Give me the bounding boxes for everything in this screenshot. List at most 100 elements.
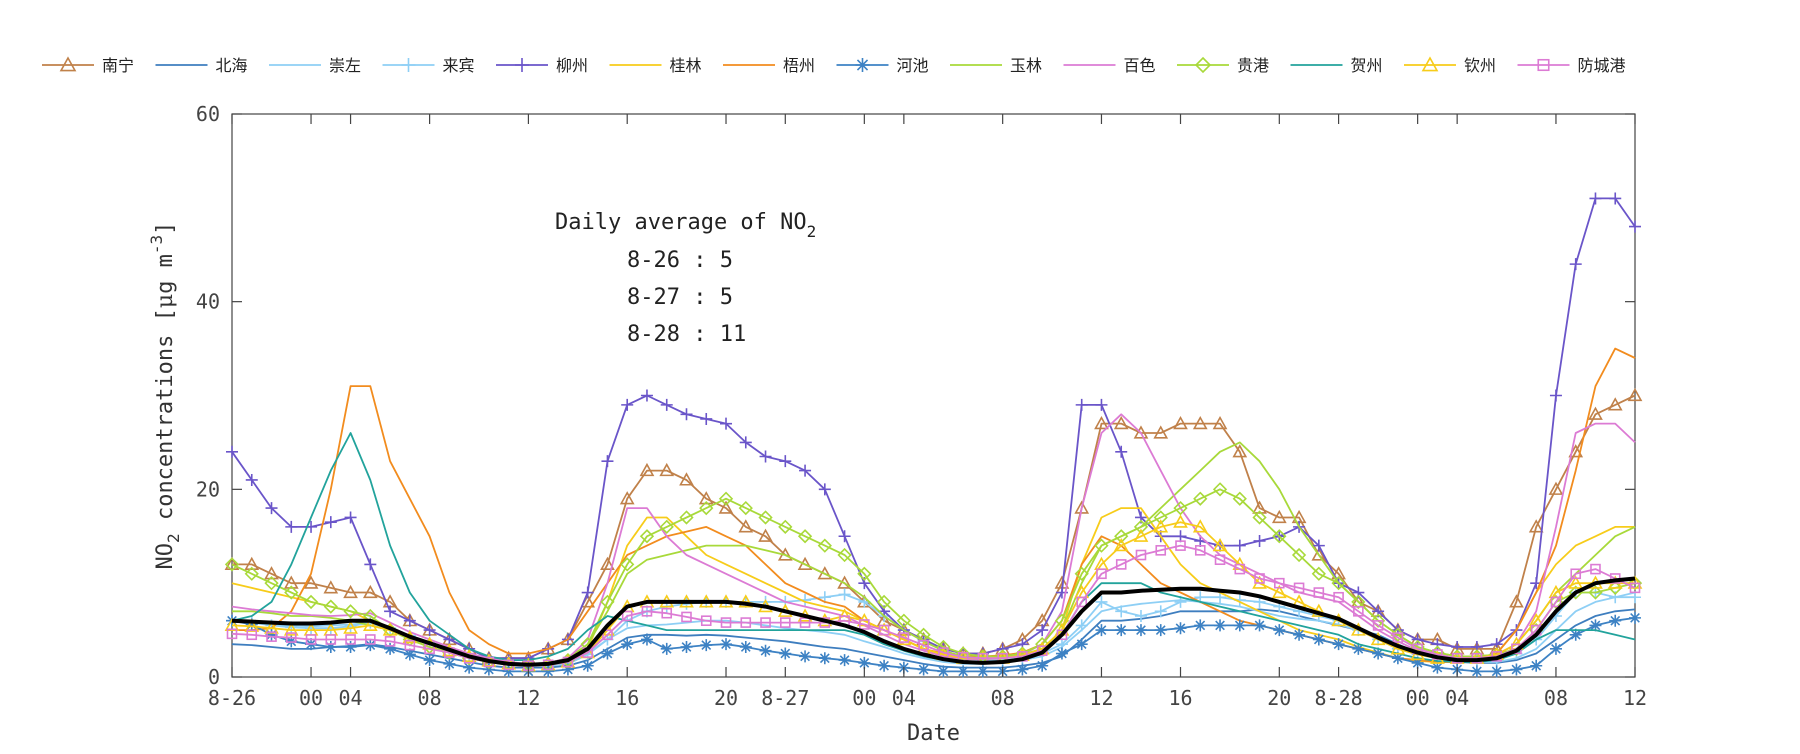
data-point <box>937 665 950 678</box>
data-point <box>443 657 456 670</box>
data-point <box>266 631 277 642</box>
data-point <box>659 462 675 477</box>
data-point <box>1232 491 1247 506</box>
data-point <box>1254 573 1265 584</box>
data-point <box>561 663 574 676</box>
data-point <box>323 599 338 614</box>
data-point <box>1194 545 1206 556</box>
legend-label: 贵港 <box>1237 56 1269 75</box>
data-point <box>463 661 476 674</box>
data-point <box>640 633 653 646</box>
data-point <box>581 586 594 599</box>
legend-marker <box>1194 56 1212 74</box>
data-point <box>403 614 416 627</box>
data-point <box>1173 416 1188 430</box>
data-point <box>362 584 378 599</box>
data-point <box>957 665 970 678</box>
data-point <box>1173 500 1188 516</box>
legend-item: 崇左 <box>269 56 361 75</box>
data-point <box>700 615 712 627</box>
data-point <box>1629 591 1641 604</box>
data-point <box>600 594 615 610</box>
data-point <box>1192 416 1208 430</box>
data-point <box>1252 510 1267 525</box>
data-point <box>1115 445 1128 458</box>
data-point <box>1096 568 1107 580</box>
data-point <box>1490 665 1503 678</box>
legend-label: 柳州 <box>556 56 588 75</box>
data-point <box>224 557 240 572</box>
data-point <box>324 516 337 529</box>
data-point <box>1272 529 1287 544</box>
data-point <box>1115 559 1127 570</box>
data-point <box>878 659 891 672</box>
data-point <box>838 530 851 543</box>
legend-marker <box>855 58 870 72</box>
data-point <box>224 617 240 631</box>
annotation-line: 8-26 : 5 <box>627 248 733 273</box>
x-tick-label: 08 <box>418 686 442 710</box>
data-point <box>659 519 674 534</box>
data-point <box>482 663 495 676</box>
data-point <box>1588 585 1603 600</box>
y-tick-label: 40 <box>196 290 220 314</box>
data-point <box>305 634 317 645</box>
data-point <box>718 500 734 514</box>
series-line <box>231 488 1636 666</box>
data-point <box>1252 500 1267 514</box>
data-point <box>1095 624 1108 637</box>
series-line <box>232 394 1636 660</box>
data-point <box>1411 633 1424 646</box>
x-tick-label: 08 <box>991 686 1015 710</box>
data-point <box>1134 624 1147 637</box>
data-point <box>502 665 515 678</box>
data-point <box>738 519 754 533</box>
data-point <box>740 617 752 628</box>
x-tick-label: 20 <box>1267 686 1291 710</box>
data-point <box>1075 398 1088 411</box>
data-point <box>876 594 892 610</box>
data-point <box>1589 619 1602 632</box>
series-贺州 <box>231 432 1636 663</box>
data-point <box>343 584 358 599</box>
x-tick-label: 16 <box>1168 686 1192 710</box>
series-line <box>231 413 1636 665</box>
x-tick-label: 12 <box>1623 686 1647 710</box>
x-tick-label: 00 <box>852 686 876 710</box>
data-point <box>264 566 279 580</box>
data-point <box>739 640 752 653</box>
data-point <box>364 558 377 571</box>
data-point <box>859 619 870 630</box>
series-柳州 <box>226 192 1641 665</box>
data-point <box>619 491 635 505</box>
series-梧州 <box>232 347 1636 663</box>
legend-label: 崇左 <box>329 56 361 75</box>
data-point <box>224 556 240 571</box>
data-point <box>344 511 357 524</box>
data-point <box>423 654 436 667</box>
data-point <box>1548 481 1564 495</box>
legend-item: 玉林 <box>950 56 1042 75</box>
legend-label: 梧州 <box>783 56 815 75</box>
data-point <box>1370 613 1386 628</box>
legend-item: 柳州 <box>496 56 588 75</box>
data-point <box>365 634 376 645</box>
data-point <box>918 639 929 651</box>
data-point <box>1629 220 1641 233</box>
series-南宁 <box>224 387 1643 664</box>
data-point <box>956 646 971 661</box>
data-point <box>1214 554 1226 566</box>
data-point <box>384 636 396 647</box>
data-point <box>1174 622 1187 635</box>
data-point <box>244 556 260 571</box>
data-point <box>343 604 358 619</box>
data-point <box>896 613 911 628</box>
data-point <box>759 450 772 463</box>
y-tick-label: 20 <box>196 477 220 501</box>
x-tick-label: 08 <box>1544 686 1568 710</box>
data-point <box>1192 519 1208 533</box>
data-point <box>1036 624 1049 637</box>
data-point <box>403 648 416 661</box>
data-point <box>660 398 673 411</box>
legend-marker <box>515 58 529 72</box>
